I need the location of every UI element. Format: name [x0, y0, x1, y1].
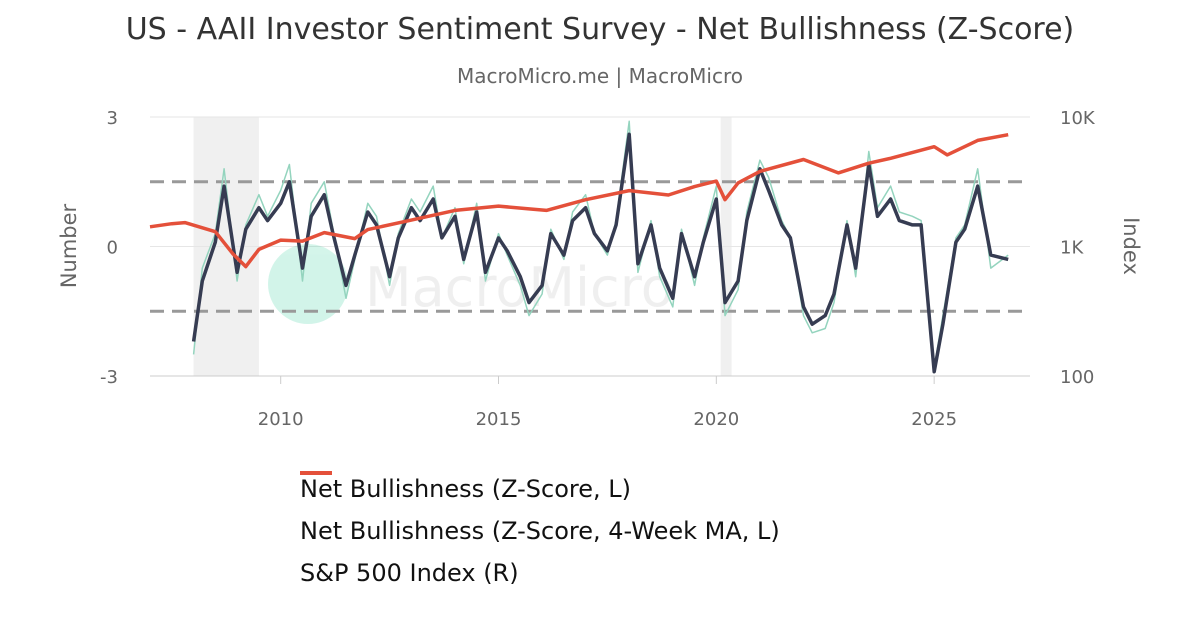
x-tick-label: 2010 — [258, 409, 304, 430]
chart-title: US - AAII Investor Sentiment Survey - Ne… — [125, 12, 1075, 47]
legend-item-spx[interactable]: S&P 500 Index (R) — [300, 471, 780, 594]
chart-subtitle: MacroMicro.me | MacroMicro — [457, 64, 743, 88]
y-right-tick-label: 10K — [1060, 108, 1096, 129]
legend-label-ma: Net Bullishness (Z-Score, 4-Week MA, L) — [300, 517, 780, 545]
x-tick-label: 2020 — [693, 409, 739, 430]
series-spx-line — [149, 132, 1009, 269]
legend-label-spx: S&P 500 Index (R) — [300, 559, 519, 587]
axes: 3 0 -3 10K 1K 100 2010 2015 2020 2025 Number Index — [57, 108, 1143, 430]
series-ma-line — [191, 132, 1009, 374]
chart-plot: MacroMicro 3 0 -3 10K 1K 100 2010 2015 2020 2025 N… — [57, 108, 1143, 430]
y-right-tick-label: 100 — [1060, 367, 1094, 388]
y-left-tick-label: -3 — [100, 367, 118, 388]
y-left-tick-label: 3 — [107, 108, 118, 129]
y-right-tick-label: 1K — [1060, 238, 1084, 259]
legend-item-zscore[interactable]: Net Bullishness (Z-Score, L) — [300, 468, 780, 510]
watermark-logo-icon — [268, 244, 348, 324]
watermark: MacroMicro — [268, 244, 674, 324]
series-lines — [149, 120, 1009, 374]
legend: Net Bullishness (Z-Score, L) Net Bullish… — [300, 468, 780, 594]
legend-swatch-spx — [300, 471, 332, 475]
threshold-lines — [150, 180, 1030, 313]
y-right-axis-title: Index — [1119, 217, 1143, 275]
legend-label-zscore: Net Bullishness (Z-Score, L) — [300, 475, 632, 503]
watermark-text: MacroMicro — [365, 256, 674, 319]
x-tick-label: 2015 — [476, 409, 522, 430]
y-left-tick-label: 0 — [107, 238, 118, 259]
grid-lines — [150, 116, 1030, 247]
legend-item-ma[interactable]: Net Bullishness (Z-Score, 4-Week MA, L) — [300, 471, 780, 552]
y-left-axis-title: Number — [57, 203, 81, 288]
x-tick-label: 2025 — [911, 409, 957, 430]
